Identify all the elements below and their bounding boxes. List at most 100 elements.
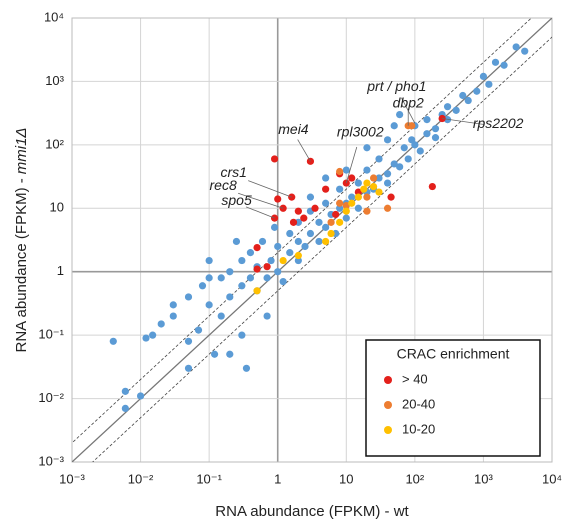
- data-point: [369, 182, 378, 191]
- data-point: [142, 334, 150, 342]
- data-point: [300, 214, 308, 222]
- data-point: [289, 218, 298, 226]
- data-point: [322, 174, 330, 182]
- data-point: [443, 103, 452, 111]
- annotation-label: rps2202: [473, 115, 524, 131]
- data-point: [184, 293, 193, 301]
- legend-swatch: [384, 426, 392, 434]
- data-point: [354, 188, 362, 196]
- legend-swatch: [384, 376, 392, 384]
- data-point: [500, 61, 508, 69]
- data-point: [416, 147, 424, 155]
- data-point: [301, 242, 309, 251]
- legend-title: CRAC enrichment: [397, 346, 510, 362]
- data-point: [383, 204, 392, 212]
- y-tick-label: 10⁻³: [38, 453, 64, 468]
- x-tick-label: 10⁻¹: [196, 471, 222, 486]
- data-point: [274, 195, 282, 203]
- annotation-leader: [248, 180, 292, 198]
- data-point: [408, 122, 416, 130]
- annotation-label: mei4: [278, 121, 309, 137]
- data-point: [121, 387, 129, 395]
- data-point: [479, 72, 488, 81]
- y-axis-label: RNA abundance (FPKM) - mmi1Δ: [13, 128, 30, 353]
- data-point: [327, 229, 335, 238]
- data-point: [270, 155, 279, 163]
- legend-box: [365, 339, 541, 457]
- data-point: [400, 144, 408, 152]
- data-point: [464, 96, 472, 105]
- data-point: [274, 242, 282, 251]
- data-point: [306, 229, 315, 238]
- x-tick-label: 1: [274, 471, 281, 486]
- data-point: [452, 106, 460, 114]
- data-point: [363, 144, 371, 152]
- data-point: [169, 312, 177, 320]
- y-tick-label: 10⁻¹: [38, 327, 64, 342]
- data-point: [294, 207, 302, 215]
- data-point: [396, 163, 404, 171]
- x-tick-label: 10²: [405, 471, 424, 486]
- data-point: [253, 243, 261, 252]
- data-point: [198, 282, 207, 290]
- data-point: [226, 293, 234, 301]
- data-point: [246, 249, 255, 257]
- annotation-leader: [345, 146, 358, 184]
- data-point: [383, 136, 392, 144]
- data-point: [342, 214, 350, 222]
- data-point: [315, 237, 323, 246]
- data-point: [205, 301, 213, 309]
- data-point: [322, 237, 330, 246]
- identity-line: [72, 18, 552, 462]
- data-point: [217, 312, 225, 320]
- y-axis-label-italic: mmi1Δ: [13, 128, 30, 175]
- annotation-label: rpl3002: [337, 124, 384, 140]
- annotation-label: rec8: [210, 177, 237, 193]
- data-point: [336, 218, 344, 226]
- data-point: [306, 193, 315, 201]
- data-point: [485, 80, 493, 88]
- data-point: [404, 155, 412, 163]
- data-point: [294, 237, 302, 246]
- y-tick-label: 10⁴: [44, 9, 64, 24]
- data-point: [238, 282, 246, 290]
- data-point: [327, 218, 335, 226]
- y-tick-label: 10²: [45, 136, 64, 151]
- data-point: [253, 265, 261, 273]
- data-point: [342, 166, 350, 174]
- data-point: [263, 263, 271, 271]
- data-point: [363, 166, 371, 174]
- annotation-leader: [442, 118, 485, 125]
- data-point: [348, 199, 356, 207]
- y-tick-label: 1: [57, 263, 64, 278]
- data-point: [491, 58, 500, 66]
- data-point: [169, 301, 177, 309]
- data-point: [149, 331, 157, 339]
- data-point: [286, 229, 294, 238]
- data-point: [363, 207, 371, 215]
- data-point: [512, 43, 520, 51]
- data-point: [205, 256, 213, 265]
- data-point: [263, 312, 271, 320]
- data-point: [342, 202, 350, 210]
- data-point: [263, 274, 271, 282]
- x-tick-label: 10⁻³: [59, 471, 85, 486]
- data-point: [390, 160, 398, 168]
- data-point: [383, 170, 392, 178]
- data-point: [336, 167, 344, 176]
- legend-label: 20-40: [402, 396, 435, 411]
- data-point: [210, 350, 219, 358]
- data-point: [279, 256, 287, 265]
- data-point: [246, 274, 255, 282]
- annotation-leader: [245, 206, 275, 219]
- data-point: [411, 141, 419, 149]
- y-tick-label: 10: [50, 200, 64, 215]
- data-point: [109, 337, 117, 345]
- legend-label: > 40: [402, 371, 428, 386]
- data-point: [294, 251, 302, 260]
- data-point: [375, 155, 383, 163]
- plot-frame: [71, 17, 553, 463]
- annotation-label: prt / pho1: [366, 78, 426, 94]
- data-point: [459, 91, 467, 100]
- y-tick-label: 10⁻²: [38, 390, 64, 405]
